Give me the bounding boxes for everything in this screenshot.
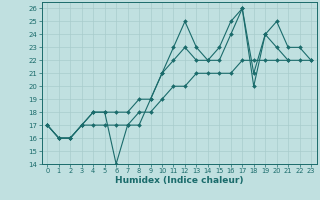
X-axis label: Humidex (Indice chaleur): Humidex (Indice chaleur) — [115, 176, 244, 185]
